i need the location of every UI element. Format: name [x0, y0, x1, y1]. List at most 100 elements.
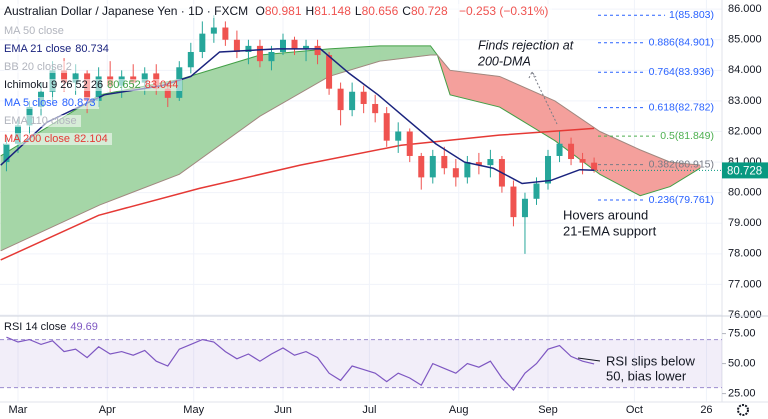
rsi-line	[6, 336, 595, 391]
x-tick-label: Jun	[274, 404, 292, 416]
candle-body	[372, 103, 379, 114]
indicator-value: 80.734	[75, 43, 109, 55]
ohlc-key: L	[354, 4, 362, 18]
y-tick-label: 75.00	[728, 328, 756, 340]
annotation: Finds rejection at	[478, 38, 574, 52]
candle-body	[475, 162, 482, 166]
y-tick-label: 77.000	[728, 278, 762, 290]
ohlc: O80.981 H81.148 L80.656 C80.728	[255, 4, 451, 18]
y-tick-label: 82.000	[728, 125, 762, 137]
candle-body	[545, 155, 552, 184]
indicator-value: 82.104	[74, 133, 108, 145]
candle-body	[210, 27, 217, 34]
fib-label: 0.618(82.782)	[649, 101, 714, 113]
indicator-name: MA 5 close	[4, 97, 58, 109]
ohlc-value: 80.656	[361, 4, 399, 18]
candle-body	[383, 113, 390, 141]
rsi-legend: RSI 14 close 49.69	[4, 321, 102, 333]
candle-body	[533, 183, 540, 199]
symbol-header: Australian Dollar / Japanese Yen · 1D · …	[4, 4, 553, 18]
candle-body	[233, 39, 240, 52]
fib-label: 1(85.803)	[669, 9, 714, 21]
candle-body	[72, 73, 79, 83]
y-tick-label: 80.000	[728, 187, 762, 199]
y-tick-label: 84.000	[728, 64, 762, 76]
indicator-row: MA 5 close 80.873	[4, 97, 100, 109]
y-tick-label: 76.000	[728, 309, 762, 321]
last-price-label: 80.728	[727, 165, 762, 177]
candle-body	[164, 88, 171, 98]
indicator-name: EMA 21 close	[4, 43, 72, 55]
ohlc-key: O	[255, 4, 265, 18]
candle-body	[521, 198, 528, 218]
x-tick-label: May	[183, 404, 204, 416]
ohlc-item: O80.981	[255, 4, 301, 18]
annotation: 50, bias lower	[606, 368, 687, 383]
indicator-value: 80.873	[61, 97, 96, 109]
candle-body	[418, 155, 425, 178]
indicator-row: EMA 110 close	[4, 115, 81, 127]
x-tick-label: Aug	[449, 404, 469, 416]
candle-body	[360, 91, 367, 104]
candle-body	[314, 45, 321, 56]
ohlc-key: C	[402, 4, 411, 18]
candle-body	[303, 45, 310, 49]
ohlc-item: L80.656	[355, 4, 398, 18]
y-tick-label: 25.00	[728, 388, 756, 400]
ichimoku-cloud	[179, 54, 261, 175]
ohlc-value: 81.148	[314, 4, 351, 18]
ohlc-value: 80.728	[410, 4, 448, 18]
candle-body	[568, 143, 575, 160]
indicator-name: MA 200 close	[4, 133, 71, 145]
candle-body	[279, 39, 286, 52]
indicator-name: Ichimoku 9 26 52 26	[4, 79, 104, 91]
x-tick-label: Oct	[626, 404, 643, 416]
candle-body	[452, 168, 459, 178]
candle-body	[579, 159, 586, 163]
candle-body	[187, 51, 194, 68]
candle-body	[556, 143, 563, 156]
ichimoku-cloud	[639, 149, 671, 197]
candle-body	[61, 70, 68, 83]
fib-label: 0.236(79.761)	[649, 194, 714, 206]
fib-label: 0.5(81.849)	[660, 130, 714, 142]
candle-body	[429, 155, 436, 178]
indicator-value: 80.652	[107, 79, 141, 91]
candle-body	[464, 162, 471, 178]
candle-body	[326, 55, 333, 89]
annotation-arrow	[528, 71, 558, 125]
last-price-box	[722, 162, 768, 179]
y-tick-label: 83.000	[728, 95, 762, 107]
y-tick-label: 85.000	[728, 34, 762, 46]
indicator-name: MA 50 close	[4, 25, 64, 37]
candle-body	[441, 155, 448, 169]
x-tick-label: Jul	[362, 404, 376, 416]
ichimoku-cloud	[328, 45, 381, 77]
candle-body	[395, 131, 402, 141]
ohlc-item: C80.728	[402, 4, 447, 18]
indicator-row: EMA 21 close 80.734	[4, 43, 113, 55]
y-tick-label: 79.000	[728, 217, 762, 229]
indicator-row: BB 20 close 2	[4, 61, 76, 73]
candle-body	[291, 39, 298, 49]
x-tick-label: Apr	[99, 404, 116, 416]
y-tick-label: 78.000	[728, 248, 762, 260]
ohlc-key: H	[305, 4, 315, 18]
candle-body	[141, 73, 148, 83]
indicator-name: RSI 14 close	[4, 321, 67, 333]
candle-body	[510, 186, 517, 218]
candle-body	[199, 33, 206, 52]
indicator-row: MA 200 close 82.104	[4, 133, 112, 145]
ichimoku-cloud	[379, 45, 431, 62]
annotation: 200-DMA	[477, 54, 531, 68]
candle-body	[222, 27, 229, 40]
annotation: Hovers around	[563, 207, 648, 222]
x-tick-label: Mar	[8, 404, 27, 416]
indicator-value: 49.69	[70, 321, 98, 333]
candle-body	[406, 131, 413, 156]
candle-body	[268, 51, 275, 62]
change: −0.253 (−0.31%)	[459, 4, 549, 18]
symbol: Australian Dollar / Japanese Yen · 1D · …	[4, 4, 249, 18]
